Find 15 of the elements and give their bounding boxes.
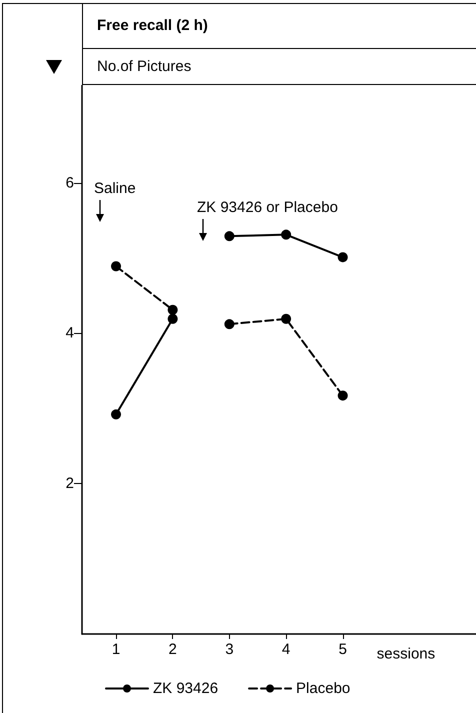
y-tick-label: 6: [66, 174, 74, 192]
x-tick-label: 1: [112, 641, 120, 658]
legend-label: Placebo: [296, 680, 350, 697]
chart-title: Free recall (2 h): [97, 17, 208, 34]
y-axis-title: No.of Pictures: [97, 58, 192, 74]
x-tick-label: 3: [225, 641, 234, 658]
legend-label: ZK 93426: [153, 680, 218, 697]
x-tick-label: 5: [338, 641, 347, 658]
x-tick-label: 4: [282, 641, 290, 658]
annotation: Saline: [94, 180, 136, 197]
annotation: ZK 93426 or Placebo: [197, 199, 338, 216]
y-tick-label: 2: [66, 475, 74, 492]
x-tick-label: 2: [168, 641, 177, 658]
x-axis-title: sessions: [376, 646, 436, 662]
y-tick-label: 4: [66, 324, 74, 342]
